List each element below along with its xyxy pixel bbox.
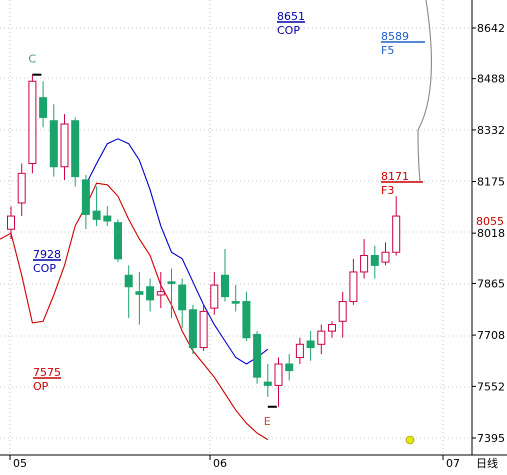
current-price-bg <box>473 212 507 228</box>
red-series-line <box>0 182 269 441</box>
candle-body <box>17 172 26 204</box>
candle-body <box>188 309 197 349</box>
candle-body <box>306 340 315 349</box>
x-tick-label: 05 <box>13 457 27 470</box>
candle-body <box>338 301 347 322</box>
y-tick-label: 7552 <box>477 380 505 393</box>
candle-body <box>39 97 48 118</box>
candle-body <box>49 120 58 168</box>
x-period-label: 日线 <box>476 456 498 470</box>
candle-body <box>103 215 112 222</box>
candle-body <box>274 363 283 386</box>
level-label: OP <box>33 380 49 393</box>
x-tick-label: 07 <box>446 457 460 470</box>
candle-body <box>381 251 390 263</box>
candle-body <box>231 301 240 304</box>
candle-body <box>7 215 15 230</box>
level-value: 7928 <box>33 248 61 261</box>
candle-body <box>60 123 69 168</box>
annotation-label: E <box>264 415 271 428</box>
candle-body <box>221 274 229 298</box>
candle-body <box>146 286 155 301</box>
candle-body <box>81 179 90 215</box>
y-tick-label: 8488 <box>477 73 505 86</box>
candle-body <box>392 215 401 253</box>
y-tick-label: 8332 <box>477 124 505 137</box>
level-label: F5 <box>381 44 394 57</box>
current-price-label: 8055 <box>476 215 504 228</box>
level-value: 7575 <box>33 366 61 379</box>
x-tick-label: 06 <box>213 457 227 470</box>
candle-body <box>263 381 272 386</box>
level-value: 8651 <box>277 10 305 23</box>
blue-series-line <box>85 138 269 365</box>
candle-body <box>167 281 176 284</box>
level-value: 8171 <box>381 170 409 183</box>
candle-body <box>317 330 326 345</box>
candle-body <box>349 271 358 303</box>
candle-body <box>124 274 133 288</box>
candle-body <box>210 284 219 309</box>
y-tick-label: 7708 <box>477 329 505 342</box>
annotation-label: C <box>28 53 36 66</box>
level-label: COP <box>277 24 300 37</box>
candle-body <box>328 324 336 332</box>
candle-body <box>253 333 262 378</box>
candle-body <box>370 255 379 266</box>
level-value: 8589 <box>381 30 409 43</box>
candle-body <box>92 210 101 220</box>
y-tick-label: 8642 <box>477 22 505 35</box>
gray-series-line <box>417 0 432 182</box>
y-tick-label: 7865 <box>477 277 505 290</box>
candle-body <box>178 284 187 311</box>
y-tick-label: 7395 <box>477 432 505 445</box>
level-label: COP <box>33 262 56 275</box>
candle-body <box>71 120 80 178</box>
marker-dot <box>405 435 415 445</box>
candle-body <box>285 363 294 372</box>
candle-body <box>156 291 165 296</box>
level-label: F3 <box>381 184 394 197</box>
candle-body <box>28 80 37 164</box>
candle-body <box>199 310 208 349</box>
candle-body <box>360 255 369 273</box>
y-tick-label: 8018 <box>477 227 505 240</box>
candle-body <box>295 343 304 358</box>
y-tick-label: 8175 <box>477 176 505 189</box>
candle-body <box>135 291 144 295</box>
candle-body <box>114 222 122 260</box>
candle-body <box>242 301 251 339</box>
